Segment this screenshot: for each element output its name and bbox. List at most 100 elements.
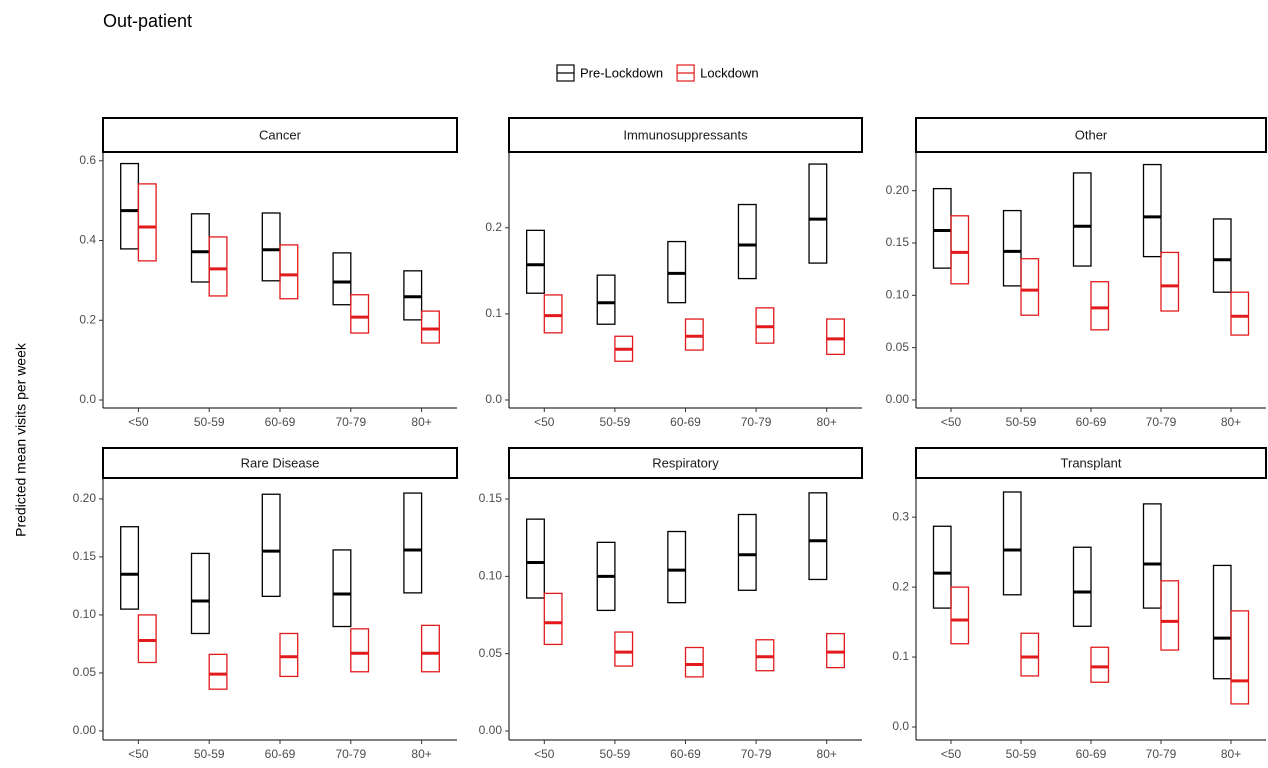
- x-tick-label: 60-69: [670, 415, 701, 429]
- y-tick-label: 0.05: [886, 340, 910, 354]
- crossbar-box: [737, 513, 757, 591]
- y-axis-label: Predicted mean visits per week: [13, 342, 29, 537]
- y-tick-label: 0.05: [73, 665, 97, 679]
- y-tick-label: 0.15: [886, 235, 910, 249]
- y-tick-label: 0.0: [79, 392, 96, 406]
- facet-strip: [915, 447, 1267, 479]
- y-tick-label: 0.0: [892, 719, 909, 733]
- crossbar-box: [826, 318, 846, 356]
- crossbar-box: [950, 586, 970, 645]
- y-tick-label: 0.00: [73, 723, 97, 737]
- y-tick-label: 0.2: [79, 312, 96, 326]
- x-tick-label: <50: [128, 415, 149, 429]
- crossbar-box: [190, 213, 210, 283]
- crossbar-box: [1002, 209, 1022, 287]
- crossbar-box: [808, 163, 828, 264]
- x-tick-label: 70-79: [335, 747, 366, 761]
- crossbar-box: [667, 530, 687, 604]
- crossbar-box: [279, 244, 299, 300]
- y-tick-label: 0.15: [479, 491, 503, 505]
- crossbar-box: [543, 294, 563, 334]
- crossbar-box: [1160, 580, 1180, 651]
- crossbar-box: [120, 526, 140, 610]
- x-tick-label: 80+: [1221, 747, 1241, 761]
- y-tick-label: 0.2: [892, 579, 909, 593]
- crossbar-box: [190, 552, 210, 635]
- crossbar-box: [932, 525, 952, 609]
- crossbar-box: [420, 624, 440, 673]
- x-tick-label: 60-69: [1076, 415, 1107, 429]
- crossbar-box: [1072, 172, 1092, 267]
- facet-title: Transplant: [1061, 455, 1122, 470]
- crossbar-box: [208, 236, 228, 297]
- facet-title: Cancer: [259, 127, 302, 142]
- y-tick-label: 0.00: [479, 723, 503, 737]
- crossbar-box: [596, 274, 616, 325]
- x-tick-label: <50: [941, 747, 962, 761]
- crossbar-box: [1020, 258, 1040, 316]
- crossbar-box: [1160, 251, 1180, 312]
- facet-strip: [508, 447, 863, 479]
- facet-strip: [508, 117, 863, 153]
- crossbar-box: [1090, 646, 1110, 683]
- crossbar-box: [526, 518, 545, 599]
- facet-title: Rare Disease: [241, 455, 320, 470]
- x-tick-label: <50: [534, 747, 555, 761]
- crossbar-box: [1020, 632, 1040, 677]
- crossbar-box: [137, 183, 157, 262]
- y-tick-label: 0.3: [892, 509, 909, 523]
- x-tick-label: 60-69: [265, 747, 296, 761]
- y-tick-label: 0.05: [479, 646, 503, 660]
- facet-title: Immunosuppressants: [623, 127, 748, 142]
- crossbar-box: [350, 628, 370, 673]
- crossbar-box: [950, 215, 970, 285]
- x-tick-label: 50-59: [194, 415, 225, 429]
- facet-strip: [915, 117, 1267, 153]
- crossbar-box: [1212, 218, 1232, 293]
- y-tick-label: 0.10: [479, 569, 503, 583]
- x-tick-label: 50-59: [600, 415, 631, 429]
- y-tick-label: 0.1: [485, 306, 502, 320]
- crossbar-box: [420, 310, 440, 344]
- crossbar-box: [1230, 610, 1250, 705]
- legend: Pre-Lockdown Lockdown: [556, 64, 759, 82]
- x-tick-label: <50: [534, 415, 555, 429]
- x-tick-label: <50: [941, 415, 962, 429]
- y-tick-label: 0.2: [485, 220, 502, 234]
- y-tick-label: 0.20: [886, 183, 910, 197]
- crossbar-box: [1212, 564, 1232, 680]
- x-tick-label: <50: [128, 747, 149, 761]
- y-tick-label: 0.4: [79, 233, 96, 247]
- x-tick-label: 80+: [411, 747, 431, 761]
- crossbar-box: [684, 318, 704, 351]
- crossbar-box: [1142, 163, 1162, 258]
- crossbar-box: [350, 294, 370, 334]
- crossbar-box: [1230, 291, 1250, 336]
- crossbar-box: [1072, 546, 1092, 627]
- crossbar-box: [120, 162, 140, 250]
- legend-label: Pre-Lockdown: [580, 65, 663, 80]
- crossbar-box: [279, 632, 299, 678]
- crossbar-box: [137, 614, 157, 664]
- crossbar-box: [932, 187, 952, 269]
- x-tick-label: 70-79: [335, 415, 366, 429]
- crossbar-box: [684, 646, 704, 678]
- chart-title: Out-patient: [103, 11, 192, 31]
- y-tick-label: 0.20: [73, 491, 97, 505]
- crossbar-box: [261, 212, 281, 282]
- x-tick-label: 50-59: [1006, 747, 1037, 761]
- y-tick-label: 0.10: [73, 607, 97, 621]
- y-tick-label: 0.10: [886, 287, 910, 301]
- crossbar-box: [403, 492, 423, 594]
- x-tick-label: 60-69: [1076, 747, 1107, 761]
- crossbar-box: [755, 639, 775, 672]
- crossbar-box: [1142, 503, 1162, 609]
- crossbar-box: [332, 252, 352, 306]
- crossbar-box: [261, 493, 281, 598]
- x-tick-label: 50-59: [194, 747, 225, 761]
- crossbar-box: [826, 632, 846, 669]
- y-tick-label: 0.00: [886, 392, 910, 406]
- crossbar-box: [543, 592, 563, 646]
- x-tick-label: 80+: [411, 415, 431, 429]
